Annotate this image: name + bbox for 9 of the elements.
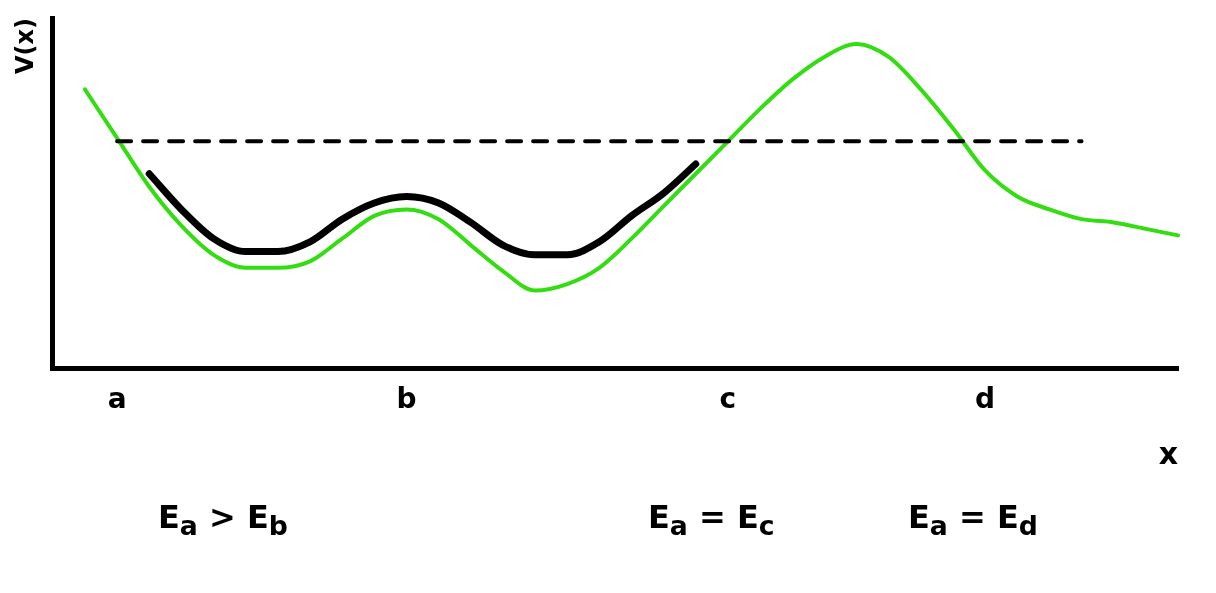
y-axis-title: V(x) <box>10 18 39 74</box>
text: E$_{a}$ > E$_{b}$ <box>158 498 288 542</box>
x-tick-label: b <box>396 382 417 416</box>
text: E$_{a}$ = E$_{d}$ <box>908 498 1038 542</box>
text: E$_{a}$ = E$_{c}$ <box>648 498 775 542</box>
x-axis-title: x <box>1158 435 1178 471</box>
x-tick-label: d <box>975 382 996 416</box>
x-tick-label: a <box>107 382 127 416</box>
x-tick-label: c <box>719 382 737 416</box>
